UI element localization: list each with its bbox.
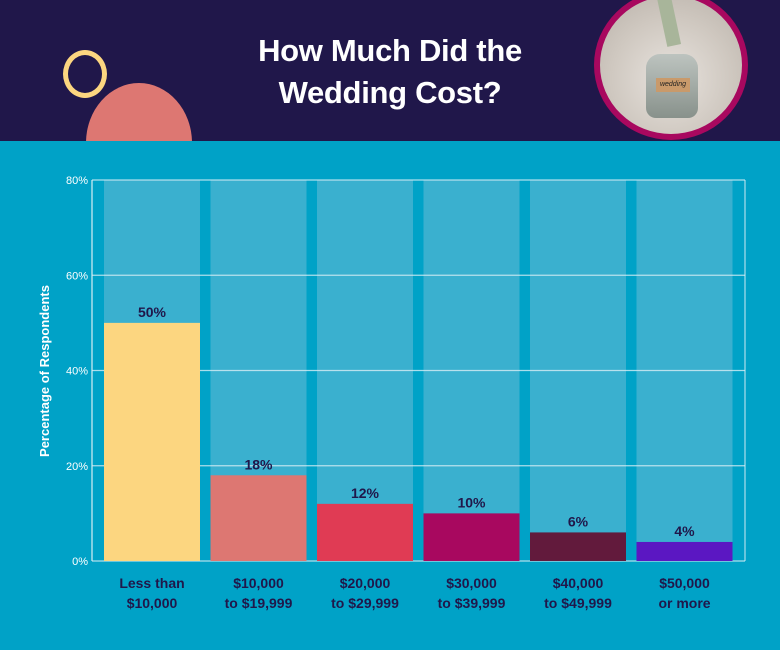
x-tick-label: or more xyxy=(658,595,710,611)
bar xyxy=(317,503,413,561)
title-line-1: How Much Did the xyxy=(258,33,522,68)
page-title: How Much Did the Wedding Cost? xyxy=(200,30,580,114)
x-tick-label: $10,000 xyxy=(233,575,284,591)
x-tick-label: to $19,999 xyxy=(225,595,293,611)
x-tick-label: $40,000 xyxy=(553,575,604,591)
data-label: 18% xyxy=(244,456,273,472)
x-tick-label: $10,000 xyxy=(127,595,178,611)
wedding-jar-photo: wedding xyxy=(594,0,748,140)
bar xyxy=(104,322,200,561)
y-tick-label: 60% xyxy=(66,270,88,282)
data-label: 6% xyxy=(568,513,589,529)
y-tick-label: 0% xyxy=(72,556,88,568)
data-label: 50% xyxy=(138,304,167,320)
data-label: 12% xyxy=(351,485,380,501)
x-tick-label: to $29,999 xyxy=(331,595,399,611)
title-line-2: Wedding Cost? xyxy=(278,75,502,110)
data-label: 10% xyxy=(457,494,486,510)
y-tick-label: 40% xyxy=(66,366,88,378)
header: How Much Did the Wedding Cost? wedding xyxy=(0,0,780,141)
x-tick-label: $20,000 xyxy=(340,575,391,591)
data-label: 4% xyxy=(674,523,695,539)
jar-tag: wedding xyxy=(656,78,690,92)
x-tick-label: to $49,999 xyxy=(544,595,612,611)
bar xyxy=(210,475,307,561)
y-tick-label: 80% xyxy=(66,175,88,187)
bar xyxy=(636,541,733,561)
x-tick-label: to $39,999 xyxy=(438,595,506,611)
x-tick-label: $50,000 xyxy=(659,575,710,591)
x-tick-label: Less than xyxy=(119,575,184,591)
bar xyxy=(423,513,520,561)
bar xyxy=(530,532,626,561)
y-tick-label: 20% xyxy=(66,461,88,473)
decorative-ring xyxy=(63,50,107,98)
y-axis-label: Percentage of Respondents xyxy=(37,285,52,457)
x-tick-label: $30,000 xyxy=(446,575,497,591)
